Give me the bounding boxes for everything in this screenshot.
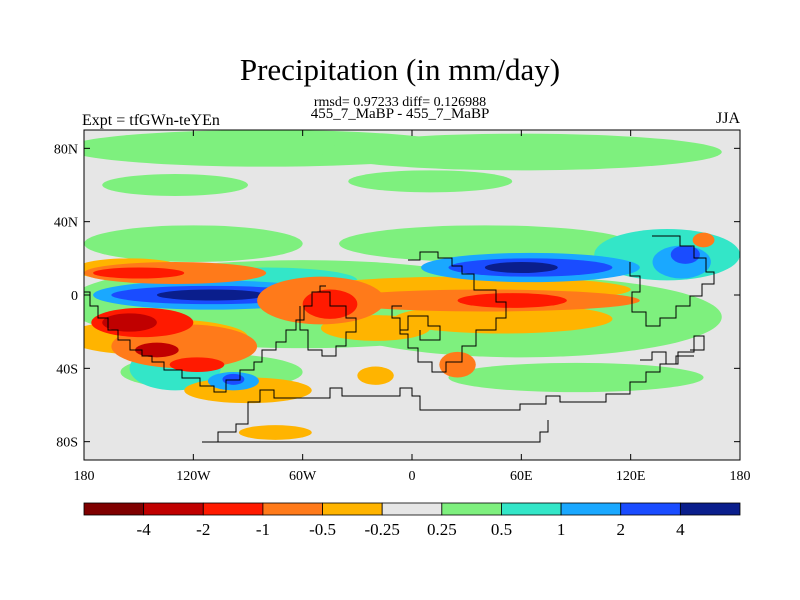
precip-region-20 — [357, 366, 394, 385]
x-tick-label: 120W — [176, 469, 211, 484]
colorbar-swatch — [441, 502, 502, 516]
precip-region-41 — [169, 357, 225, 372]
x-tick-label: 180 — [74, 469, 95, 484]
rmsd-diff-stats: rmsd= 0.97233 diff= 0.126988 — [313, 95, 487, 110]
y-tick-label: 80N — [54, 142, 78, 157]
colorbar-swatch — [322, 502, 383, 516]
coastline-africa — [391, 251, 507, 373]
x-tick-label: 60E — [510, 469, 533, 484]
precip-region-35 — [439, 351, 476, 378]
precip-region-2 — [102, 174, 248, 196]
coastline-americas — [84, 285, 326, 393]
x-tick-label: 60W — [289, 469, 317, 484]
coastline-antarctica — [202, 355, 694, 443]
experiment-label: Expt = tfGWn-teYEn — [82, 112, 220, 129]
x-tick-label: 120E — [616, 469, 646, 484]
y-tick-label: 80S — [56, 436, 78, 451]
colorbar-label: -0.25 — [364, 520, 399, 539]
colorbar: -4 -2 -1 -0.5 -0.25 0.25 0.5 1 2 4 — [83, 502, 741, 539]
colorbar-label: 0.5 — [491, 520, 512, 539]
coastline-australia — [640, 335, 705, 365]
precip-region-4 — [84, 225, 303, 262]
coastline-asia — [629, 235, 715, 327]
colorbar-label: 4 — [676, 520, 685, 539]
precip-region-29 — [156, 289, 267, 301]
precip-region-9 — [448, 362, 704, 393]
precip-region-36 — [692, 232, 715, 248]
coastline-south-america — [299, 291, 357, 357]
coastline-sahara-contour — [400, 315, 441, 341]
colorbar-label: -4 — [137, 520, 152, 539]
x-tick-label: 0 — [409, 469, 416, 484]
colorbar-swatch — [143, 502, 204, 516]
precip-region-5 — [339, 225, 631, 262]
x-tick-label: 180 — [730, 469, 751, 484]
colorbar-swatch — [381, 502, 443, 516]
y-tick-label: 40N — [54, 216, 78, 231]
precip-region-37 — [93, 267, 185, 279]
colorbar-label: 1 — [557, 520, 566, 539]
coastline-antarctica-base — [202, 420, 549, 443]
colorbar-swatch — [501, 502, 562, 516]
experiment-comparison: 455_7_MaBP - 455_7_MaBP — [310, 106, 490, 122]
colorbar-swatch — [560, 502, 622, 516]
precip-region-39 — [457, 293, 567, 308]
chart-title: Precipitation (in mm/day) — [239, 52, 561, 87]
coastline-layer — [84, 235, 715, 443]
season-label: JJA — [715, 110, 740, 127]
colorbar-label: -2 — [196, 520, 210, 539]
colorbar-swatch — [202, 502, 264, 516]
colorbar-label: -0.5 — [309, 520, 336, 539]
colorbar-swatch — [262, 502, 323, 516]
colorbar-swatch — [620, 502, 681, 516]
precip-region-27 — [670, 245, 700, 264]
colorbar-label: 0.25 — [427, 520, 457, 539]
colorbar-swatch — [83, 502, 145, 516]
colorbar-label: -1 — [256, 520, 270, 539]
colorbar-label: 2 — [616, 520, 625, 539]
precip-region-1 — [320, 133, 722, 171]
precip-region-19 — [238, 425, 312, 440]
precip-region-42 — [102, 313, 157, 332]
y-tick-label: 0 — [71, 289, 78, 304]
precip-region-30 — [484, 262, 558, 273]
precip-region-3 — [348, 170, 513, 193]
precip-region-43 — [135, 342, 179, 358]
precip-region-16 — [393, 304, 613, 334]
precip-region-28 — [222, 373, 245, 385]
y-tick-label: 40S — [56, 362, 78, 377]
colorbar-swatch — [679, 502, 741, 516]
